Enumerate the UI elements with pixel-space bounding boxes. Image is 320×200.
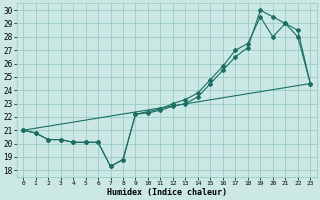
X-axis label: Humidex (Indice chaleur): Humidex (Indice chaleur) <box>107 188 227 197</box>
